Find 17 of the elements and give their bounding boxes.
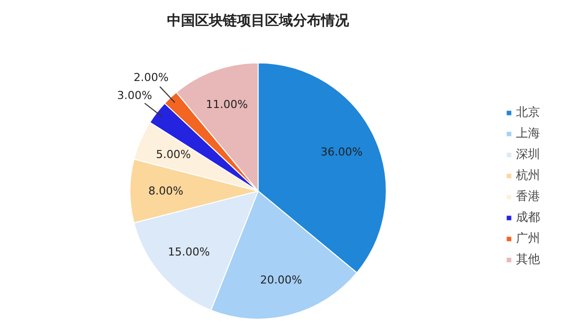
data-label: 15.00% — [168, 245, 210, 258]
data-label: 2.00% — [134, 70, 169, 84]
chart-title: 中国区块链项目区域分布情况 — [167, 12, 350, 29]
legend-label: 成都 — [516, 209, 540, 226]
data-label: 5.00% — [156, 148, 191, 161]
data-label: 20.00% — [260, 274, 302, 287]
legend-label: 北京 — [516, 104, 540, 121]
legend-label: 香港 — [516, 188, 540, 205]
data-label: 11.00% — [206, 98, 248, 111]
legend-label: 深圳 — [516, 146, 540, 163]
legend-label: 上海 — [516, 125, 540, 142]
data-label: 36.00% — [320, 145, 363, 158]
data-label: 8.00% — [148, 184, 184, 198]
data-label: 3.00% — [117, 88, 152, 102]
legend-label: 其他 — [516, 251, 540, 268]
legend-label: 杭州 — [516, 167, 540, 184]
legend-label: 广州 — [516, 230, 540, 247]
